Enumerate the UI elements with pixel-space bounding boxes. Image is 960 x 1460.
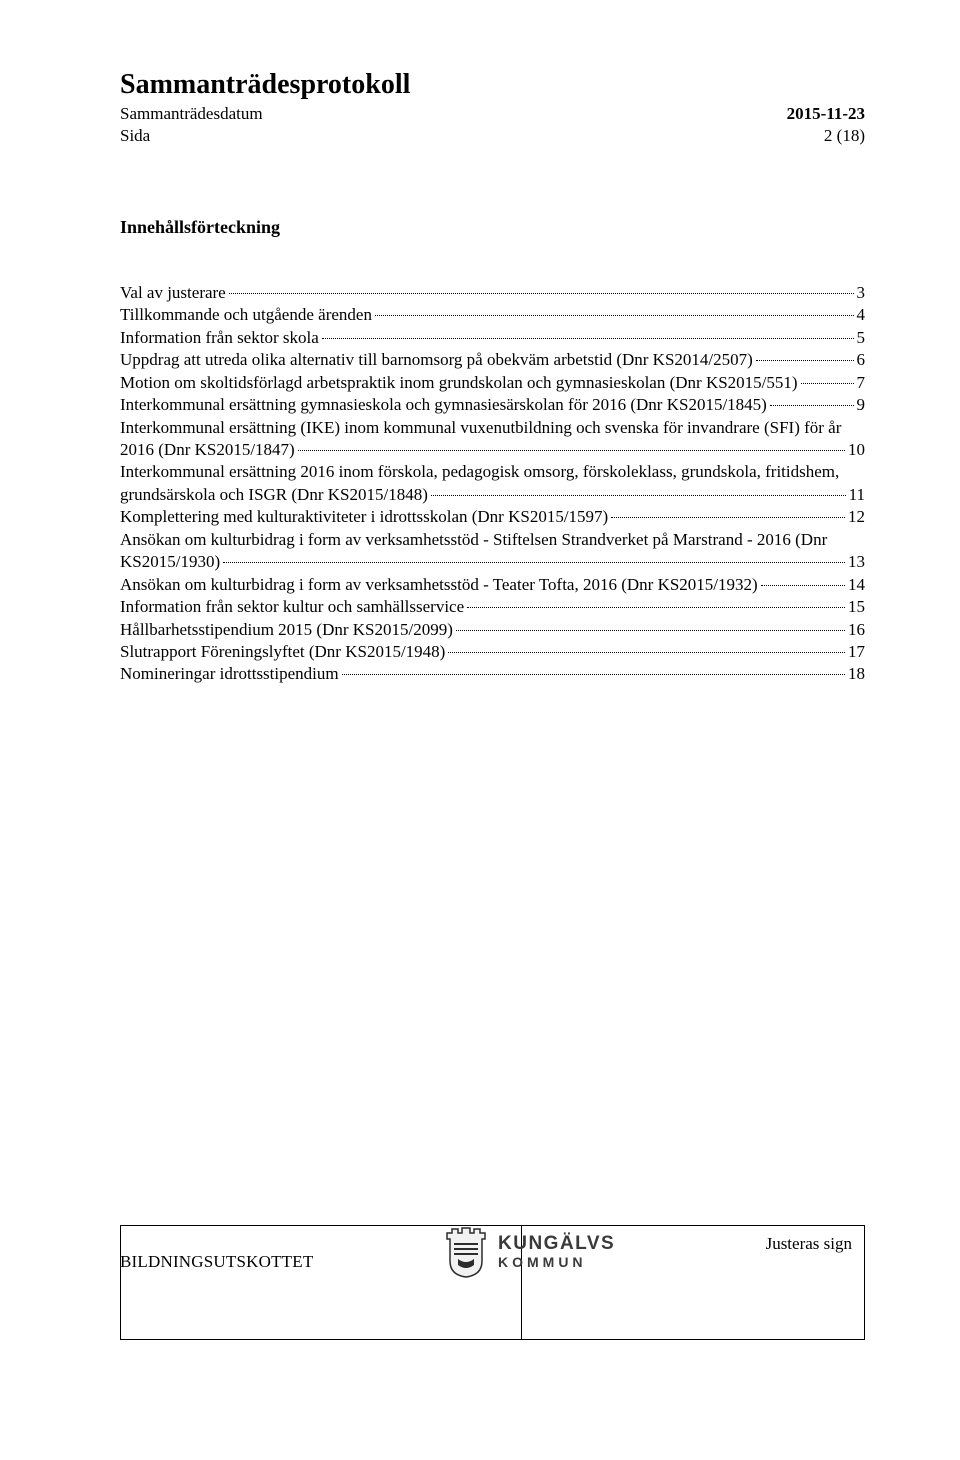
page-indicator: 2 (18) — [824, 125, 865, 147]
toc-entry-label: Tillkommande och utgående ärenden — [120, 304, 372, 326]
toc-entry: KS2015/1930) 13 — [120, 551, 865, 573]
toc-entry-page: 12 — [848, 506, 865, 528]
toc-entry-label: Interkommunal ersättning gymnasieskola o… — [120, 394, 767, 416]
toc-entry-label: KS2015/1930) — [120, 551, 220, 573]
toc-entry-label: Motion om skoltidsförlagd arbetspraktik … — [120, 372, 798, 394]
toc-entry-page: 3 — [857, 282, 866, 304]
justeras-sign-label: Justeras sign — [766, 1234, 852, 1254]
page: Sammanträdesprotokoll Sammanträdesdatum … — [0, 0, 960, 1460]
toc-entry-label: grundsärskola och ISGR (Dnr KS2015/1848) — [120, 484, 428, 506]
meeting-date-label: Sammanträdesdatum — [120, 104, 263, 123]
document-title: Sammanträdesprotokoll — [120, 70, 865, 101]
toc-entry: Interkommunal ersättning gymnasieskola o… — [120, 394, 865, 416]
toc-leader — [756, 360, 854, 361]
toc-leader — [611, 517, 845, 518]
toc-entry-label: Information från sektor kultur och samhä… — [120, 596, 464, 618]
toc-entry-line: Interkommunal ersättning (IKE) inom komm… — [120, 417, 865, 439]
toc-entry: Val av justerare 3 — [120, 282, 865, 304]
toc-entry: Motion om skoltidsförlagd arbetspraktik … — [120, 372, 865, 394]
municipal-crest: KUNGÄLVS KOMMUN — [444, 1225, 615, 1279]
toc-entry-page: 17 — [848, 641, 865, 663]
toc-entry: Komplettering med kulturaktiviteter i id… — [120, 506, 865, 528]
toc-entry-label: Uppdrag att utreda olika alternativ till… — [120, 349, 753, 371]
toc-entry: Information från sektor skola 5 — [120, 327, 865, 349]
toc-leader — [761, 585, 845, 586]
toc-leader — [375, 315, 854, 316]
toc-entry-label: Val av justerare — [120, 282, 226, 304]
toc-entry-label: Nomineringar idrottsstipendium — [120, 663, 339, 685]
toc-leader — [229, 293, 854, 294]
header-left: Sammanträdesdatum — [120, 103, 263, 125]
toc-entry-page: 7 — [857, 372, 866, 394]
toc-entry-label: 2016 (Dnr KS2015/1847) — [120, 439, 295, 461]
toc-entry-page: 11 — [849, 484, 865, 506]
crest-text: KUNGÄLVS KOMMUN — [498, 1234, 615, 1270]
toc-entry: Tillkommande och utgående ärenden 4 — [120, 304, 865, 326]
toc-entry-page: 10 — [848, 439, 865, 461]
toc-entry-line: Interkommunal ersättning 2016 inom försk… — [120, 461, 865, 483]
header-row-2: Sida 2 (18) — [120, 125, 865, 147]
toc-leader — [448, 652, 845, 653]
toc-entry-label: Information från sektor skola — [120, 327, 319, 349]
toc-entry-label: Hållbarhetsstipendium 2015 (Dnr KS2015/2… — [120, 619, 453, 641]
toc-entry-page: 15 — [848, 596, 865, 618]
toc-entry: Information från sektor kultur och samhä… — [120, 596, 865, 618]
toc-entry-label: Ansökan om kulturbidrag i form av verksa… — [120, 574, 758, 596]
header-date: 2015-11-23 — [787, 103, 865, 125]
toc-leader — [801, 383, 854, 384]
toc-entry-label: Slutrapport Föreningslyftet (Dnr KS2015/… — [120, 641, 445, 663]
toc-leader — [322, 338, 854, 339]
toc-entry-page: 6 — [857, 349, 866, 371]
toc-leader — [467, 607, 845, 608]
toc-entry: Ansökan om kulturbidrag i form av verksa… — [120, 574, 865, 596]
toc-entry-page: 16 — [848, 619, 865, 641]
crest-icon — [444, 1225, 488, 1279]
toc-entry-page: 9 — [857, 394, 866, 416]
toc-entry-label: Komplettering med kulturaktiviteter i id… — [120, 506, 608, 528]
toc-entry-page: 18 — [848, 663, 865, 685]
toc-entry-page: 13 — [848, 551, 865, 573]
toc-leader — [456, 630, 845, 631]
toc-entry: Nomineringar idrottsstipendium 18 — [120, 663, 865, 685]
toc-entry-page: 14 — [848, 574, 865, 596]
crest-line1: KUNGÄLVS — [498, 1234, 615, 1254]
toc-entry-page: 5 — [857, 327, 866, 349]
toc-heading: Innehållsförteckning — [120, 217, 865, 238]
crest-line2: KOMMUN — [498, 1255, 615, 1270]
toc-entry: Uppdrag att utreda olika alternativ till… — [120, 349, 865, 371]
committee-name: BILDNINGSUTSKOTTET — [120, 1252, 313, 1272]
toc-leader — [342, 674, 845, 675]
page-label: Sida — [120, 125, 150, 147]
header-row: Sammanträdesdatum 2015-11-23 — [120, 103, 865, 125]
toc-entry-line: Ansökan om kulturbidrag i form av verksa… — [120, 529, 865, 551]
toc-leader — [223, 562, 845, 563]
table-of-contents: Val av justerare3Tillkommande och utgåen… — [120, 282, 865, 686]
toc-entry: grundsärskola och ISGR (Dnr KS2015/1848)… — [120, 484, 865, 506]
toc-leader — [431, 495, 846, 496]
toc-entry: Slutrapport Föreningslyftet (Dnr KS2015/… — [120, 641, 865, 663]
toc-entry: 2016 (Dnr KS2015/1847) 10 — [120, 439, 865, 461]
toc-leader — [298, 450, 845, 451]
toc-entry-page: 4 — [857, 304, 866, 326]
toc-leader — [770, 405, 854, 406]
toc-entry: Hållbarhetsstipendium 2015 (Dnr KS2015/2… — [120, 619, 865, 641]
